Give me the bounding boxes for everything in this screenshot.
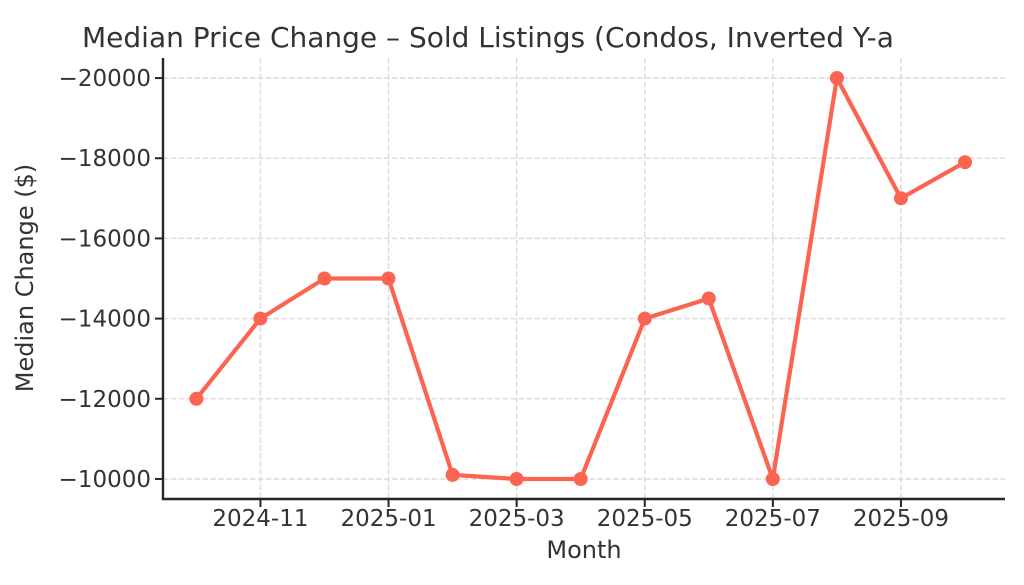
data-point (573, 472, 588, 486)
y-tick-label: −10000 (59, 467, 151, 493)
x-tick-label: 2025-03 (469, 506, 565, 532)
x-tick-label: 2024-11 (212, 506, 308, 532)
data-point (381, 271, 396, 286)
chart-title: Median Price Change – Sold Listings (Con… (82, 21, 894, 54)
y-tick-label: −18000 (59, 146, 151, 172)
axes (155, 58, 1005, 507)
x-tick-label: 2025-07 (725, 506, 821, 532)
data-point (893, 191, 908, 206)
tick-labels: −20000 −18000 −16000 −14000 −12000 −10000 2024… (59, 66, 949, 532)
y-tick-label: −12000 (59, 387, 151, 413)
data-point (701, 291, 716, 306)
y-tick-label: −16000 (59, 226, 151, 252)
y-axis-label: Median Change ($) (11, 164, 39, 392)
series-line (194, 75, 968, 482)
data-point (637, 311, 652, 326)
data-point (189, 391, 204, 406)
data-point (445, 467, 460, 482)
data-point (317, 271, 332, 286)
x-tick-label: 2025-05 (597, 506, 693, 532)
data-series (189, 71, 972, 486)
y-tick-label: −20000 (59, 66, 151, 92)
gridlines (163, 58, 1005, 499)
data-point (829, 71, 844, 85)
data-point (253, 311, 268, 326)
data-point (765, 472, 780, 486)
data-point (509, 472, 524, 486)
y-tick-label: −14000 (59, 307, 151, 333)
x-tick-label: 2025-09 (853, 506, 949, 532)
data-point (958, 155, 972, 170)
x-tick-label: 2025-01 (340, 506, 436, 532)
x-axis-label: Month (546, 536, 621, 564)
